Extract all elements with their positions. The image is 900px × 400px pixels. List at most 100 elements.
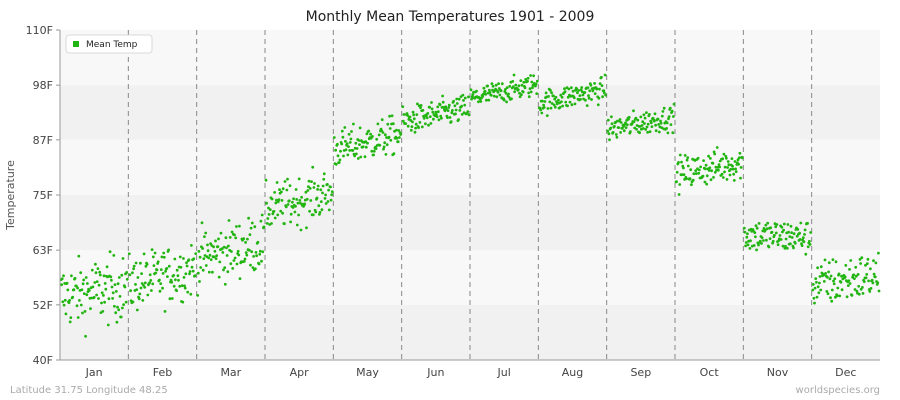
data-point [593,82,596,85]
data-point [340,142,344,146]
data-point [123,285,127,289]
data-point [363,155,367,159]
data-point [151,282,155,286]
data-point [619,121,623,124]
data-point [789,242,792,246]
data-point [381,131,385,134]
data-point [356,157,360,160]
data-point [854,274,858,278]
data-point [384,153,388,156]
data-point [672,102,676,106]
data-point [340,129,344,133]
data-point [112,254,116,257]
data-point [258,252,262,256]
data-point [451,109,454,112]
data-point [215,254,219,257]
data-point [580,86,584,89]
data-point [629,130,632,134]
data-point [307,179,311,183]
data-point [822,280,826,283]
data-point [320,208,324,212]
data-point [411,120,414,124]
data-point [788,235,792,239]
data-point [82,278,86,282]
data-point [853,288,857,291]
data-point [70,274,73,278]
data-point [140,272,144,275]
data-point [233,233,236,237]
data-point [330,190,334,194]
data-point [497,82,500,85]
data-point [513,90,516,94]
data-point [866,257,870,261]
data-point [610,115,613,119]
data-point [308,209,311,213]
data-point [430,101,433,104]
data-point [475,89,478,93]
data-point [455,97,459,101]
data-point [569,86,573,90]
data-point [740,156,744,160]
data-point [850,294,854,297]
data-point [748,247,752,250]
data-point [645,125,649,129]
data-point [683,154,687,157]
data-point [705,174,709,178]
data-point [158,278,161,282]
data-point [694,172,698,176]
data-point [792,246,795,250]
data-point [422,116,426,120]
data-point [322,177,326,181]
data-point [159,268,163,271]
data-point [746,232,749,236]
data-point [514,83,518,87]
data-point [252,255,256,258]
x-tick-label: Jan [85,366,103,379]
data-point [84,334,87,338]
data-point [458,109,462,112]
data-point [704,163,708,167]
data-point [522,80,526,84]
data-point [225,246,228,250]
data-point [297,213,300,217]
data-point [146,293,150,297]
data-point [234,236,238,240]
data-point [389,138,393,142]
data-point [121,306,124,310]
data-point [754,235,757,239]
data-point [457,97,461,101]
data-point [125,277,129,281]
data-point [806,245,810,249]
data-point [744,244,747,248]
data-point [511,80,515,83]
data-point [671,131,675,135]
data-point [648,130,652,134]
data-point [109,275,113,279]
data-point [593,92,597,95]
x-tick-label: May [356,366,379,379]
data-point [654,123,657,127]
data-point [292,197,295,201]
data-point [734,170,738,174]
data-point [289,220,292,224]
data-point [615,135,619,139]
data-point [808,243,812,246]
data-point [728,173,732,177]
data-point [267,206,270,210]
data-point [401,119,405,123]
data-point [552,103,556,107]
data-point [346,153,350,157]
data-point [378,143,382,147]
data-point [816,285,820,289]
data-point [270,197,274,201]
data-point [697,168,701,172]
y-tick-label: 63F [33,244,53,257]
data-point [173,257,177,261]
data-point [461,93,465,97]
x-tick-label: Apr [290,366,310,379]
y-ticks: 40F 52F 63F 75F 87F 98F 110F [26,24,60,367]
data-point [657,130,661,134]
data-point [260,259,263,263]
data-point [402,113,406,116]
data-point [720,172,724,176]
